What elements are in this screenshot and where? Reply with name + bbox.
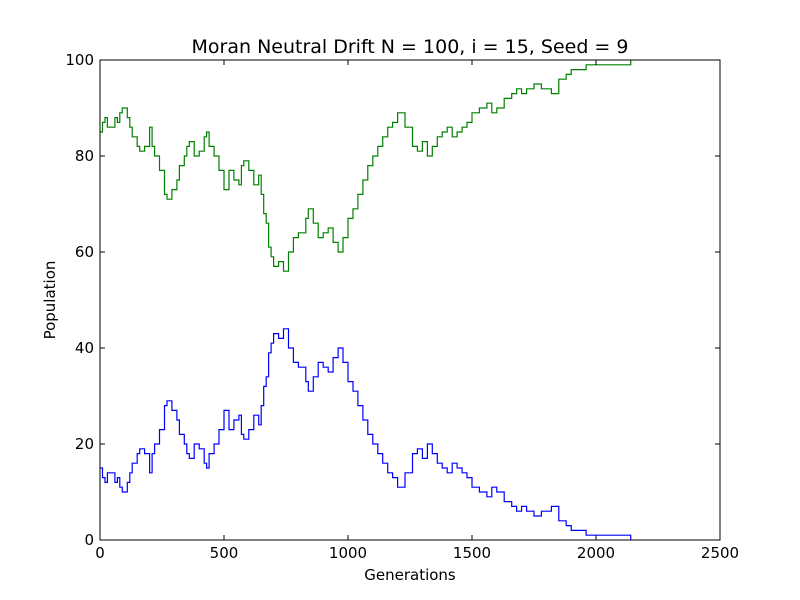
x-tick-label: 2000 (577, 544, 615, 562)
y-tick-label: 0 (84, 531, 94, 549)
series-line-2 (100, 328, 632, 540)
plot-frame (99, 59, 721, 541)
series-layer (100, 60, 632, 540)
y-tick-label: 100 (65, 51, 94, 69)
y-axis-label: Population (41, 261, 59, 340)
x-tick-label: 0 (95, 544, 105, 562)
y-tick-label: 20 (75, 435, 94, 453)
x-tick-label: 1000 (329, 544, 367, 562)
x-axis-label: Generations (364, 566, 456, 584)
series-line-1 (100, 60, 632, 272)
y-tick-label: 40 (75, 339, 94, 357)
x-tick-label: 500 (210, 544, 239, 562)
chart-title: Moran Neutral Drift N = 100, i = 15, See… (192, 36, 629, 58)
y-tick-label: 60 (75, 243, 94, 261)
x-tick-label: 1500 (453, 544, 491, 562)
ticks-layer: 0 500 1000 1500 2000 2500 0 20 40 60 80 100 (65, 51, 739, 562)
y-tick-label: 80 (75, 147, 94, 165)
x-tick-label: 2500 (701, 544, 739, 562)
